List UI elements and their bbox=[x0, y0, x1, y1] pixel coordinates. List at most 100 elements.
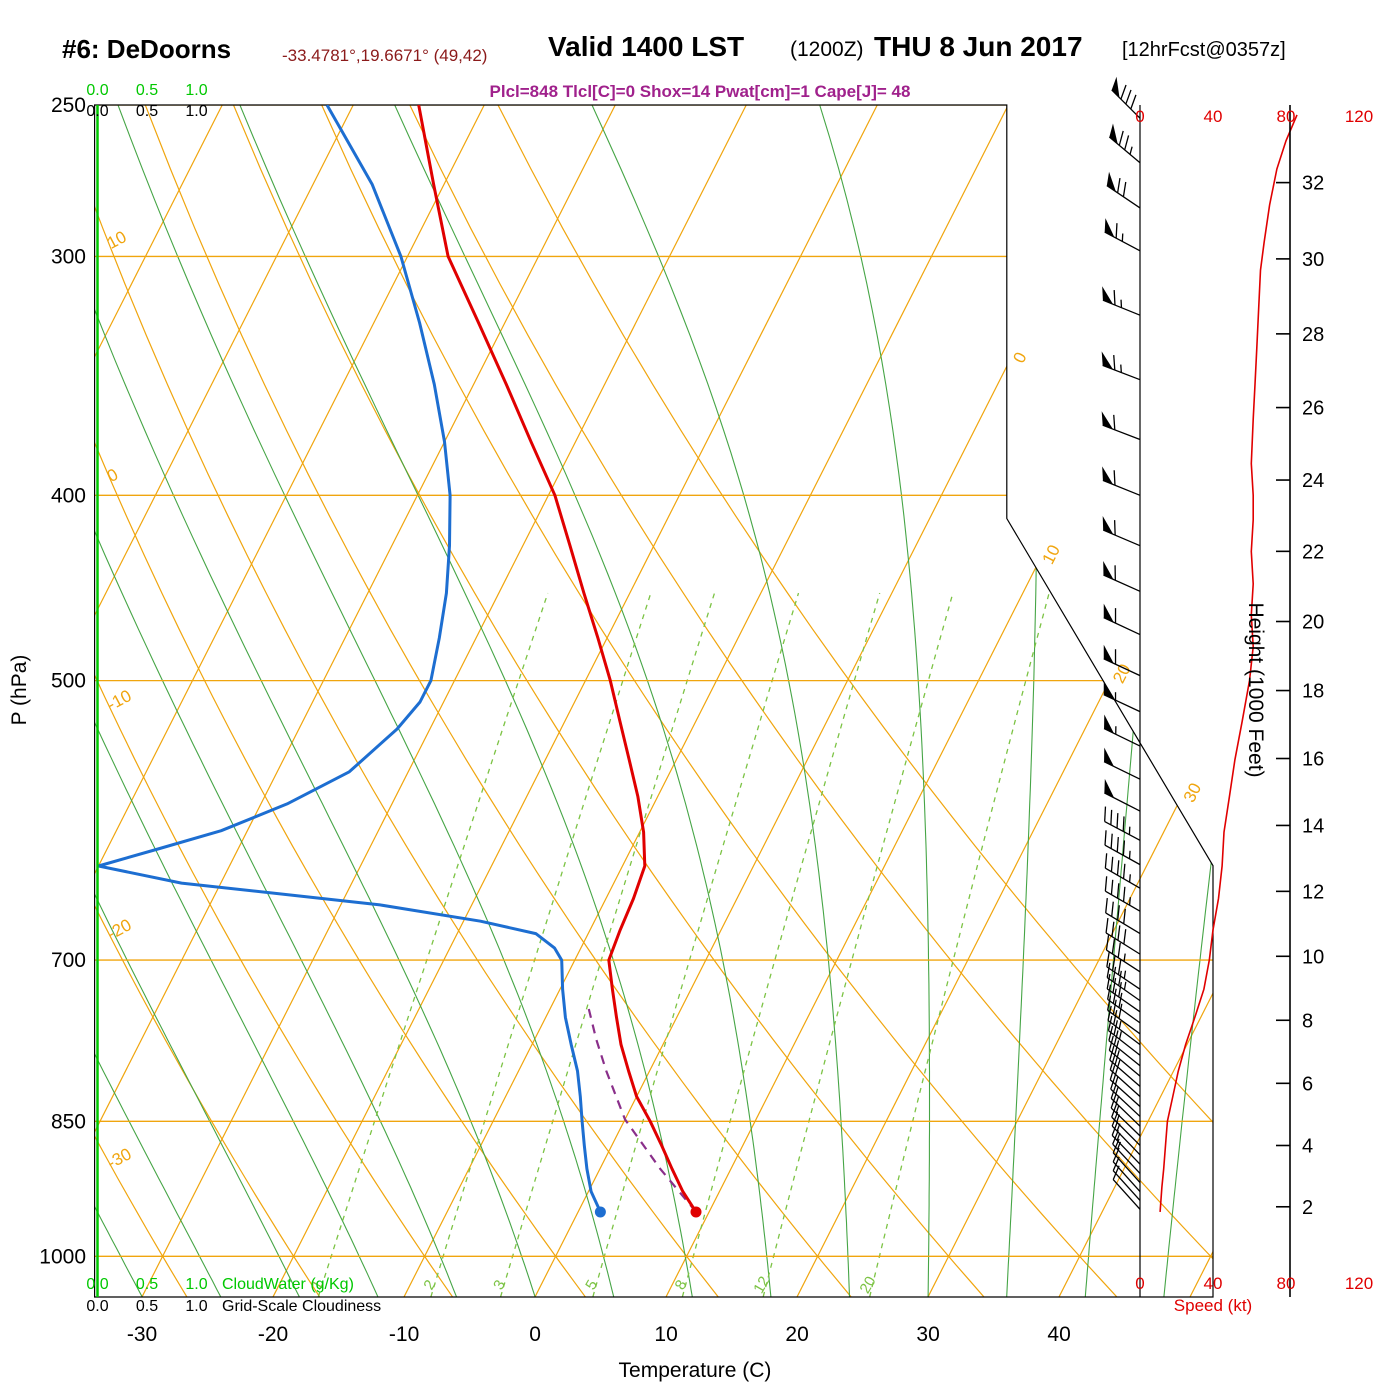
wind-barb bbox=[1106, 973, 1141, 1013]
valid-zulu: (1200Z) bbox=[790, 38, 864, 61]
pressure-tick-label: 500 bbox=[51, 670, 86, 693]
moist-adiabat-lines bbox=[94, 105, 1214, 1297]
cloudiness-scale-label: 0.5 bbox=[136, 103, 158, 120]
height-tick-label: 20 bbox=[1302, 612, 1324, 634]
temperature-tick-label: -10 bbox=[389, 1323, 419, 1346]
cloudiness-scale-label: 1.0 bbox=[185, 103, 207, 120]
plot-frame bbox=[93, 104, 1214, 1298]
stability-indices: Plcl=848 Tlcl[C]=0 Shox=14 Pwat[cm]=1 Ca… bbox=[489, 82, 911, 101]
valid-time: Valid 1400 LST bbox=[548, 31, 745, 62]
height-tick-label: 4 bbox=[1302, 1135, 1313, 1157]
temperature-axis-title: Temperature (C) bbox=[619, 1359, 772, 1382]
height-tick-label: 28 bbox=[1302, 324, 1324, 346]
isotherm-label: 20 bbox=[1109, 661, 1135, 686]
mixing-ratio-label: 12 bbox=[750, 1274, 773, 1297]
speed-axis-title: Speed (kt) bbox=[1174, 1296, 1252, 1315]
height-tick-label: 18 bbox=[1302, 681, 1324, 703]
speed-tick-label: 80 bbox=[1277, 107, 1296, 126]
wind-barb bbox=[1107, 1015, 1141, 1056]
surface-temperature-dot bbox=[690, 1206, 702, 1218]
height-tick-label: 12 bbox=[1302, 881, 1324, 903]
forecast-tag: [12hrFcst@0357z] bbox=[1122, 39, 1286, 61]
wind-barb bbox=[1106, 951, 1141, 990]
cloudwater-scale-label: 0.0 bbox=[86, 82, 108, 99]
mixing-ratio-label: 5 bbox=[582, 1277, 601, 1293]
speed-tick-label: 120 bbox=[1345, 1274, 1373, 1293]
temperature-tick-label: 0 bbox=[529, 1323, 541, 1346]
temperature-tick-label: 30 bbox=[916, 1323, 939, 1346]
wind-barb bbox=[1104, 806, 1141, 841]
cloudwater-scale-label: 0.5 bbox=[136, 1276, 158, 1293]
isotherm-label: 10 bbox=[1038, 542, 1064, 567]
wind-barb bbox=[1103, 603, 1141, 636]
height-tick-label: 30 bbox=[1302, 249, 1324, 271]
surface-dewpoint-dot bbox=[594, 1206, 606, 1218]
wind-barb bbox=[1101, 351, 1141, 381]
pressure-tick-label: 700 bbox=[51, 949, 86, 972]
speed-tick-label: 40 bbox=[1204, 1274, 1223, 1293]
wind-speed-curve bbox=[1159, 114, 1298, 1212]
height-tick-label: 10 bbox=[1302, 946, 1324, 968]
mixing-ratio-lines bbox=[317, 592, 1050, 1297]
wind-barb bbox=[1105, 897, 1141, 935]
pressure-tick-label: 300 bbox=[51, 245, 86, 268]
wind-barb bbox=[1107, 984, 1141, 1024]
mixing-ratio-label: 3 bbox=[490, 1277, 509, 1293]
speed-tick-label: 40 bbox=[1204, 107, 1223, 126]
wind-barb bbox=[1102, 286, 1141, 316]
mixing-ratio-label: 20 bbox=[857, 1274, 880, 1297]
mixing-ratio-label: 8 bbox=[672, 1277, 691, 1293]
wind-barbs bbox=[1101, 76, 1141, 1297]
cloudwater-axis-title: CloudWater (g/Kg) bbox=[222, 1276, 354, 1293]
valid-date: THU 8 Jun 2017 bbox=[874, 31, 1083, 62]
isotherm-label: 0 bbox=[1009, 349, 1030, 366]
dry-adiabat-label: 10 bbox=[104, 227, 130, 253]
pressure-tick-label: 850 bbox=[51, 1110, 86, 1133]
height-tick-label: 8 bbox=[1302, 1010, 1313, 1032]
height-tick-label: 14 bbox=[1302, 815, 1324, 837]
wind-barb bbox=[1104, 830, 1141, 866]
wind-barb bbox=[1101, 411, 1141, 441]
dewpoint-curve bbox=[97, 105, 602, 1213]
dry-adiabat-label: 0 bbox=[104, 465, 121, 486]
height-tick-label: 22 bbox=[1302, 541, 1324, 563]
temperature-tick-label: -30 bbox=[127, 1323, 157, 1346]
wind-barb bbox=[1108, 123, 1141, 164]
wind-barb bbox=[1103, 680, 1141, 713]
cloudwater-scale-label: 1.0 bbox=[185, 82, 207, 99]
isotherm-label: 30 bbox=[1180, 780, 1206, 805]
height-tick-label: 16 bbox=[1302, 749, 1324, 771]
pressure-axis-title: P (hPa) bbox=[8, 655, 31, 726]
wind-barb bbox=[1112, 1156, 1141, 1201]
wind-barb bbox=[1105, 935, 1141, 973]
dry-adiabat-label: -10 bbox=[104, 686, 135, 714]
cloudwater-scale-label: 0.0 bbox=[86, 1276, 108, 1293]
cloudiness-scale-label: 0.0 bbox=[86, 1298, 108, 1315]
wind-barb bbox=[1104, 778, 1141, 812]
dry-adiabat-lines bbox=[94, 105, 1214, 1297]
wind-barb bbox=[1106, 962, 1141, 1002]
skewt-background bbox=[94, 105, 1214, 1297]
wind-barb bbox=[1104, 218, 1141, 252]
wind-barb bbox=[1102, 516, 1141, 547]
temperature-curve bbox=[417, 105, 698, 1213]
wind-barb bbox=[1107, 1005, 1141, 1046]
wind-barb bbox=[1111, 76, 1141, 119]
station-title: #6: DeDoorns bbox=[62, 34, 232, 64]
dry-adiabat-label: -30 bbox=[104, 1144, 135, 1172]
wind-barb bbox=[1103, 644, 1141, 677]
height-tick-label: 32 bbox=[1302, 173, 1324, 195]
cloudiness-scale-label: 1.0 bbox=[185, 1298, 207, 1315]
dry-adiabat-label: -20 bbox=[104, 915, 135, 943]
speed-tick-label: 80 bbox=[1277, 1274, 1296, 1293]
temperature-tick-label: -20 bbox=[258, 1323, 288, 1346]
cloudiness-scale-label: 0.5 bbox=[136, 1298, 158, 1315]
mixing-ratio-label: 2 bbox=[420, 1277, 439, 1293]
height-tick-label: 26 bbox=[1302, 398, 1324, 420]
pressure-tick-label: 1000 bbox=[39, 1245, 86, 1268]
temperature-tick-label: 40 bbox=[1047, 1323, 1070, 1346]
